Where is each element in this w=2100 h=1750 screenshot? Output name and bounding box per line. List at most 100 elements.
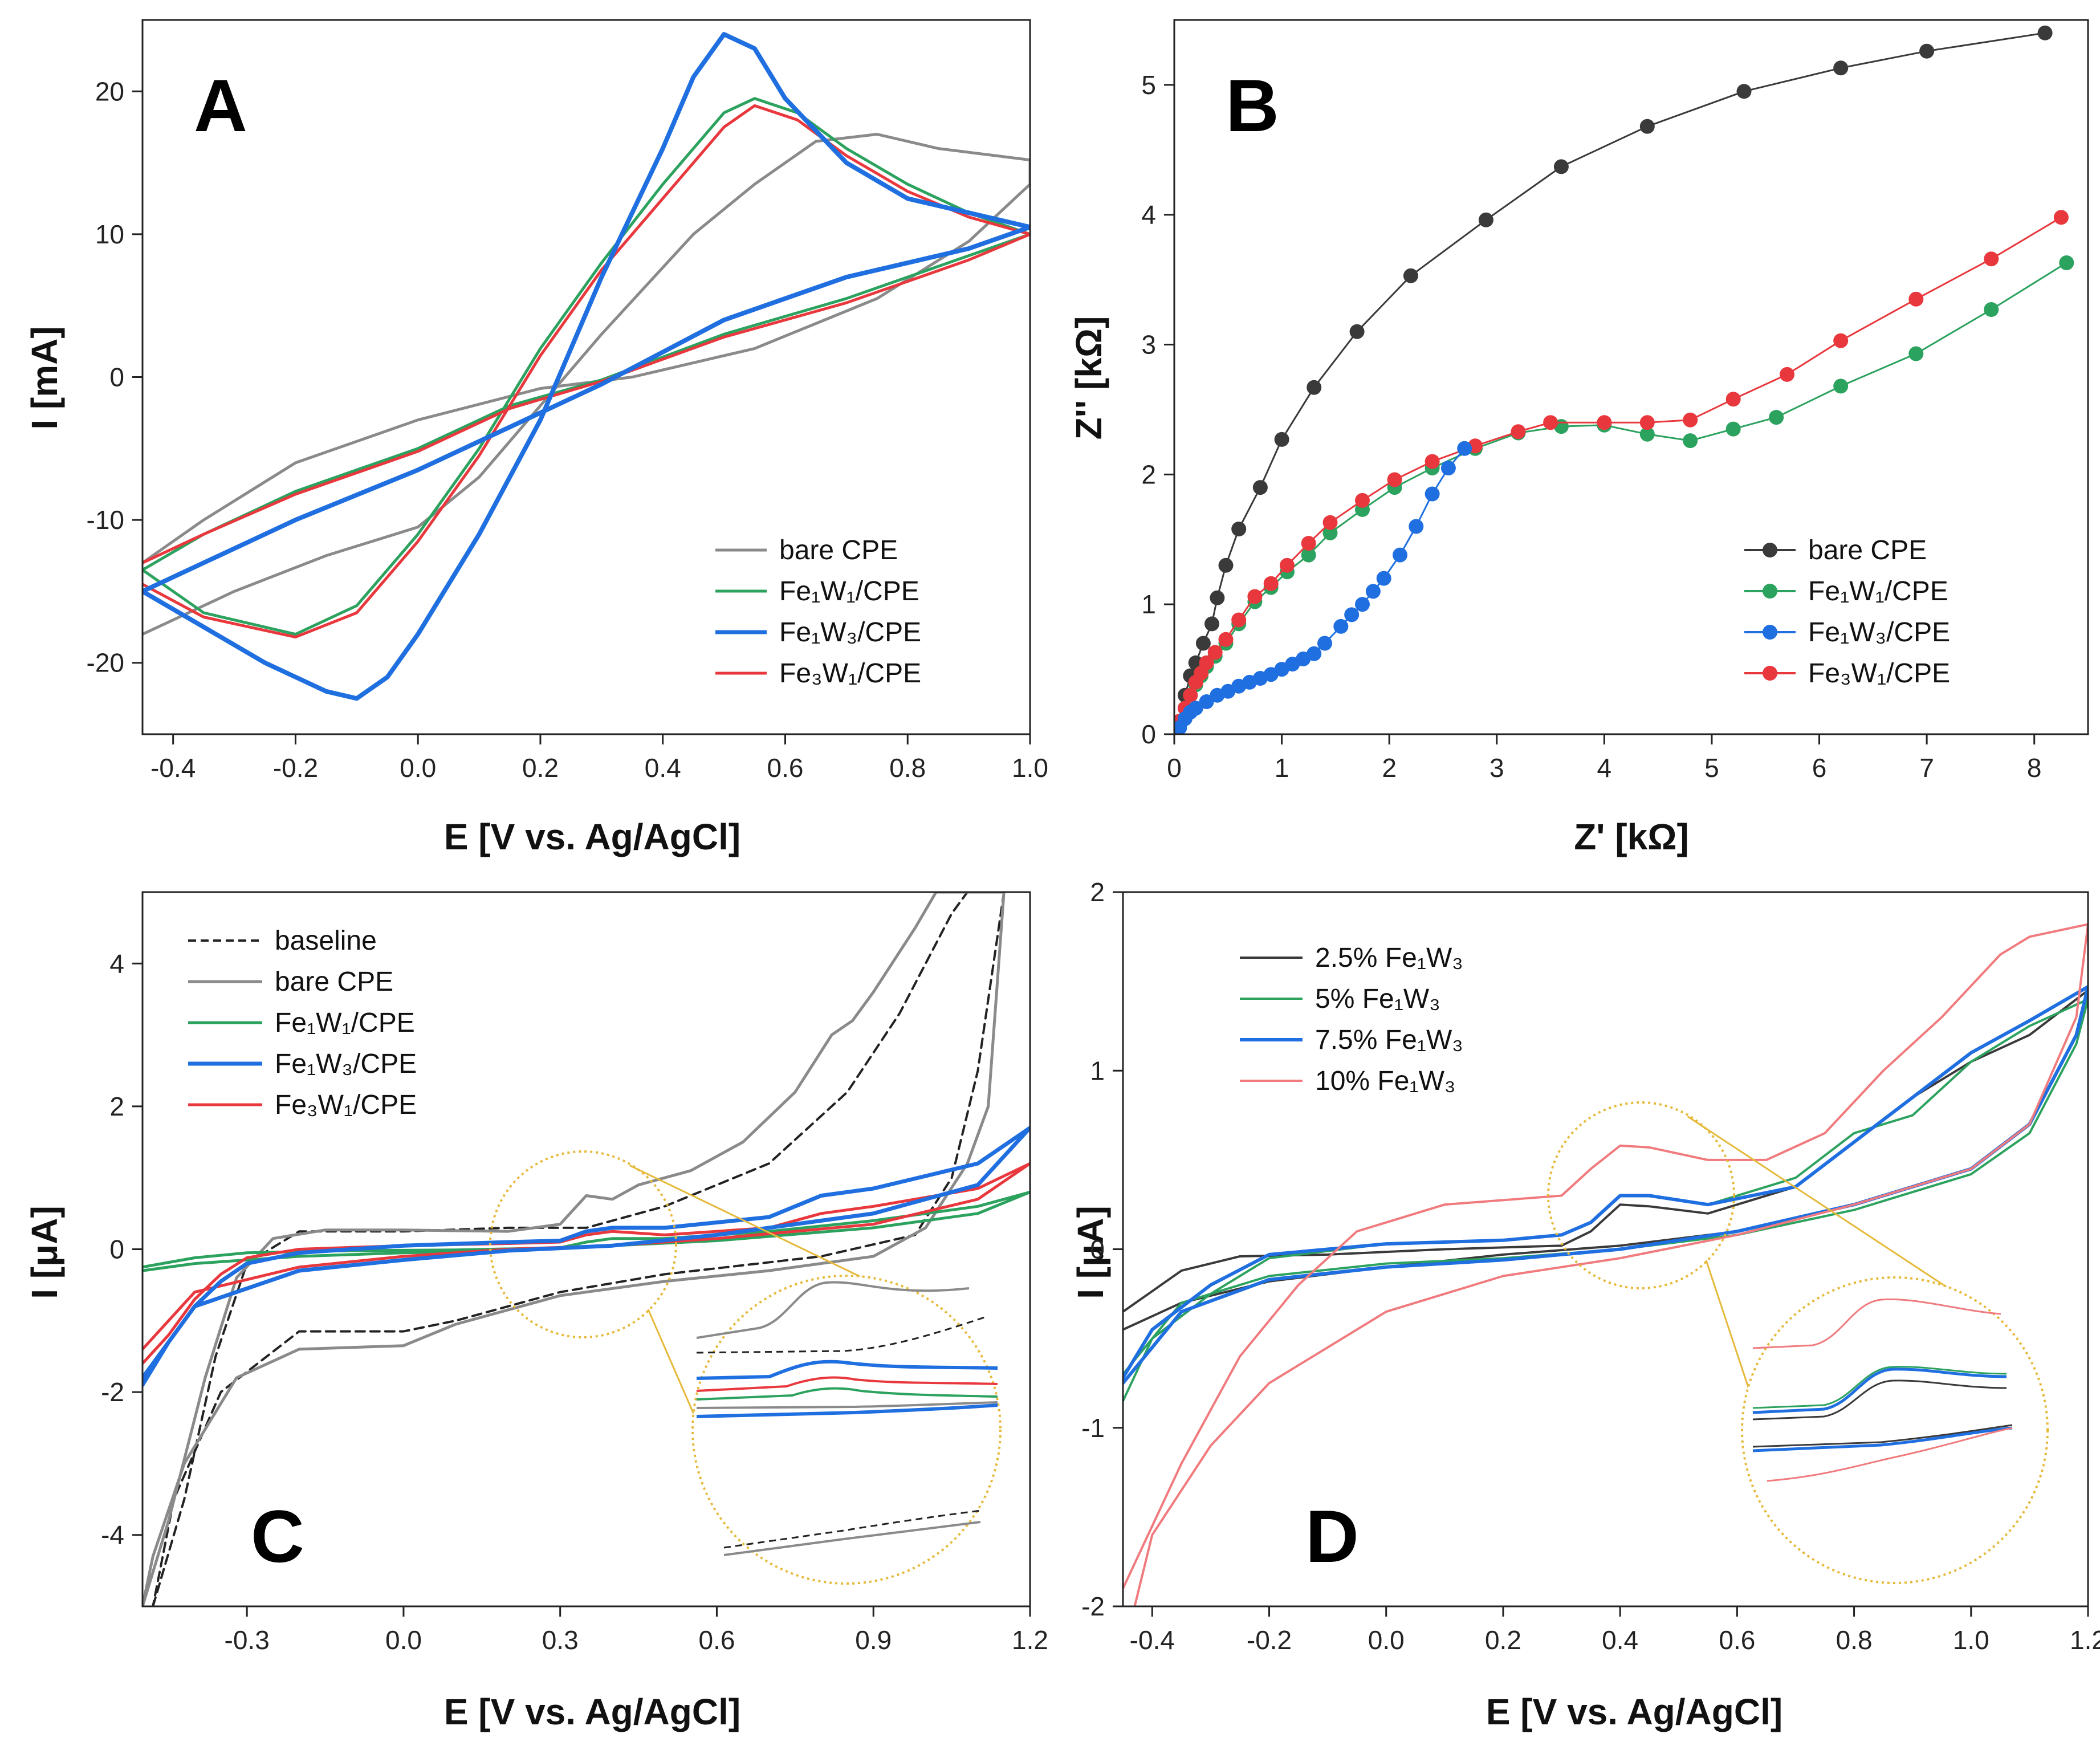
panel-d-xtick-label: 0.6 [1719, 1625, 1755, 1655]
panel-a-ylabel: I [mA] [24, 326, 65, 429]
panel-b-point [1780, 367, 1794, 382]
panel-d-ytick-label: -1 [1081, 1413, 1105, 1443]
panel-b-legend-label: bare CPE [1808, 535, 1927, 565]
panel-b-xtick-label: 4 [1597, 753, 1612, 783]
panel-b-point [1247, 589, 1263, 604]
panel-c-xtick-label: -0.3 [225, 1625, 270, 1655]
panel-c-zoom-trace [696, 1403, 998, 1418]
panel-a-xtick-label: 0.0 [400, 753, 436, 783]
panel-b-point [1908, 291, 1924, 307]
panel-d-legend: 2.5% Fe₁W₃ 5% Fe₁W₃ 7.5% Fe₁W₃ 10% Fe₁W₃ [1240, 943, 1463, 1096]
panel-b-point [1553, 159, 1569, 174]
panel-b-point [1301, 536, 1316, 551]
panel-c-series-line-1 [143, 892, 1006, 1606]
panel-a-series-line-0 [143, 133, 1030, 636]
panel-d-ytick-label: 1 [1090, 1056, 1105, 1085]
panel-d-ytick-label: 2 [1090, 877, 1105, 907]
panel-c-xtick-label: 0.9 [855, 1625, 892, 1655]
panel-b-point [1218, 632, 1234, 647]
panel-d-legend-label: 10% Fe₁W₃ [1315, 1066, 1455, 1096]
panel-d-zoom-trace [1752, 1366, 2007, 1409]
panel-c-letter: C [251, 1495, 304, 1578]
panel-b-point [1218, 557, 1234, 573]
panel-d-xtick-label: -0.2 [1247, 1625, 1292, 1655]
panel-c-ylabel: I [μA] [24, 1206, 65, 1299]
panel-d-zoom-inset [1547, 1101, 2049, 1584]
panel-d-plot-area [1123, 923, 2088, 1606]
panel-b-point [1683, 433, 1698, 449]
panel-d-xtick-label: 0.4 [1602, 1625, 1638, 1655]
panel-b-xtick-label: 1 [1275, 753, 1289, 783]
panel-d-zoom-trace [1752, 1298, 2001, 1349]
panel-c-legend-label: bare CPE [275, 967, 393, 997]
panel-a-legend-label: Fe₁W₁/CPE [779, 576, 919, 607]
panel-b-point [1317, 636, 1332, 651]
panel-b-point [2053, 210, 2069, 225]
panel-c-zoom-trace [696, 1281, 970, 1339]
panel-b-point [1333, 618, 1349, 634]
panel-b-legend-marker [1763, 584, 1777, 599]
panel-b-ytick-label: 4 [1141, 200, 1156, 230]
panel-d-xtick-label: 0.0 [1368, 1625, 1405, 1655]
panel-b-legend: bare CPE Fe₁W₁/CPE Fe₁W₃/CPE Fe₃W₁/CPE [1744, 535, 1950, 689]
panel-b-point [2037, 25, 2053, 40]
panel-c-xtick-label: 0.6 [698, 1625, 735, 1655]
panel-c-series-line-4 [143, 1126, 1030, 1387]
panel-b-point [1639, 415, 1655, 430]
panel-b-point [1207, 645, 1223, 660]
panel-c-zoom-circle-small [489, 1150, 677, 1338]
panel-a-series-line-2 [143, 104, 1030, 639]
panel-b-xtick-label: 2 [1382, 753, 1397, 783]
panel-a-series-line-3 [143, 32, 1030, 701]
panel-b-point [1252, 480, 1268, 495]
panel-a-xtick-label: -0.4 [150, 753, 196, 783]
panel-b-ylabel: Z'' [kΩ] [1068, 316, 1109, 440]
panel-c-zoom-trace [696, 1360, 998, 1380]
panel-b-point [1365, 584, 1381, 599]
panel-d-zoom-circle-small [1547, 1101, 1735, 1289]
panel-b-point [1355, 597, 1370, 612]
panel-b-legend-label: Fe₁W₃/CPE [1808, 617, 1950, 648]
panel-c-zoom-inset [489, 1150, 1002, 1585]
panel-b-point [1769, 410, 1784, 425]
panel-a-letter: A [194, 64, 247, 147]
panel-c-ytick-label: 4 [109, 949, 124, 978]
panel-c-zoom-trace [723, 1509, 981, 1549]
panel-b-xtick-label: 5 [1704, 753, 1719, 783]
panel-a-xtick-label: 0.2 [522, 753, 559, 783]
panel-a-ytick-label: 20 [95, 76, 124, 106]
panel-c-xlabel: E [V vs. Ag/AgCl] [444, 1691, 740, 1732]
panel-b-point [1204, 616, 1219, 632]
panel-d-xtick-label: 0.2 [1485, 1625, 1521, 1655]
panel-c-zoom-trace [696, 1376, 998, 1392]
panel-d-legend-label: 5% Fe₁W₃ [1315, 984, 1440, 1014]
panel-d-xtick-label: 1.0 [1953, 1625, 1989, 1655]
panel-b-point [1231, 522, 1247, 536]
panel-c-legend-label: baseline [275, 926, 377, 956]
panel-b-point [1387, 472, 1402, 487]
panel-a-ytick-label: -20 [87, 648, 124, 678]
panel-b-xtick-label: 6 [1812, 753, 1827, 783]
panel-a-xtick-label: 0.8 [889, 753, 926, 783]
panel-c-ytick-label: -4 [101, 1520, 124, 1550]
panel-b-point [1263, 576, 1279, 591]
panel-b-ytick-label: 3 [1141, 330, 1156, 360]
panel-d-ytick-label: -2 [1081, 1592, 1105, 1621]
panel-b-point [1301, 547, 1316, 563]
panel-d-ylabel: I [μA] [1070, 1206, 1111, 1299]
panel-b-point [1639, 119, 1655, 134]
panel-a-xlabel: E [V vs. Ag/AgCl] [444, 816, 740, 857]
panel-c-xtick-label: 0.3 [542, 1625, 579, 1655]
panel-b-series-line-3 [1178, 447, 1466, 729]
panel-a: A E [V vs. Ag/AgCl] I [mA] -0.4 -0.2 0.0 0.… [24, 19, 1048, 857]
panel-d-series-line-3 [1123, 923, 2088, 1606]
panel-b-point [1440, 461, 1456, 475]
panel-b-point [1376, 571, 1391, 586]
panel-d-zoom-trace [1752, 1426, 2013, 1452]
panel-b-point [1231, 612, 1247, 628]
panel-b-point [1725, 392, 1741, 407]
panel-b-xtick-label: 3 [1489, 753, 1504, 783]
panel-b-point [1833, 333, 1849, 348]
panel-d-series-line-2 [1123, 985, 2088, 1385]
